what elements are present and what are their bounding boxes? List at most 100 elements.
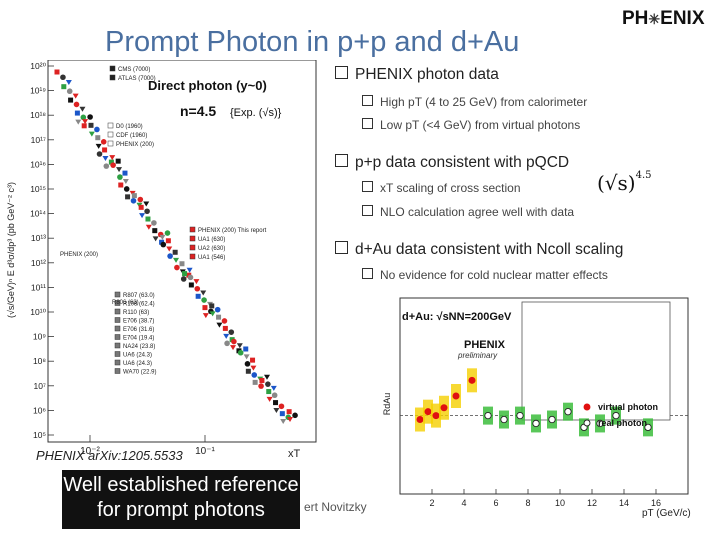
data-point (68, 97, 74, 103)
phenix-side-label: PHENIX (200) (60, 252, 98, 258)
y-tick-label: 10²⁰ (30, 61, 46, 71)
data-point (186, 267, 193, 273)
data-point (250, 365, 257, 371)
data-point (216, 322, 223, 328)
data-point (202, 313, 209, 319)
legend-marker (114, 317, 121, 323)
bullet-1-sub-1-text: High pT (4 to 25 GeV) from calorimeter (380, 95, 588, 109)
bullet-1-sub-2-text: Low pT (<4 GeV) from virtual photons (380, 118, 581, 132)
data-point (137, 196, 144, 203)
bullet-2-sub-1: xT scaling of cross section (362, 181, 521, 195)
bullet-box-icon (362, 95, 373, 106)
legend-label: UA1 (630) (198, 237, 225, 243)
bullet-2-sub-2-text: NLO calculation agree well with data (380, 205, 575, 219)
bullet-2-text: p+p data consistent with pQCD (355, 154, 570, 171)
data-point (145, 216, 151, 222)
y-tick-label: 10¹¹ (31, 282, 46, 292)
rdau-points (415, 368, 653, 437)
rdau-virtual-point (432, 412, 440, 420)
rdau-plot: d+Au: √sNN=200GeV PHENIX preliminary RdA… (372, 296, 692, 520)
legend-marker (114, 308, 121, 315)
data-point (182, 271, 188, 277)
legend-low: R807 (63.0) R108 (62.4) R110 (63) E706 (38.… (114, 291, 156, 376)
rdau-real-point (612, 411, 620, 420)
legend-marker (114, 351, 121, 357)
data-point (65, 80, 72, 86)
data-point (131, 193, 137, 199)
bullet-3: d+Au data consistent with Ncoll scaling (335, 241, 623, 259)
bullet-box-icon (362, 268, 373, 279)
y-tick-label: 10¹⁷ (31, 135, 46, 145)
data-point (279, 411, 285, 417)
y-tick-label: 10⁷ (33, 381, 46, 391)
legend-marker (114, 291, 121, 298)
data-point (258, 383, 264, 389)
rdau-x-tick-label: 2 (429, 498, 434, 508)
data-point (125, 194, 131, 200)
data-point (94, 126, 100, 133)
bullet-1-sub-2: Low pT (<4 GeV) from virtual photons (362, 118, 580, 132)
rdau-real-point (548, 415, 556, 424)
data-point (122, 179, 129, 185)
data-point (259, 377, 265, 383)
x-tick-label: 10⁻¹ (195, 446, 215, 457)
legend-marker (107, 140, 114, 147)
legend-label: UA1 (546) (198, 255, 225, 261)
legend-label: UA2 (630) (198, 246, 225, 252)
data-point (264, 374, 271, 380)
data-point (80, 114, 87, 121)
data-point (102, 147, 108, 153)
rdau-real-point (532, 419, 540, 428)
legend-label: CDF (1960) (116, 133, 147, 139)
data-point (72, 93, 79, 99)
rdau-legend-marker (583, 403, 591, 411)
legend-marker (109, 74, 116, 81)
legend-label: D0 (1960) (116, 124, 143, 130)
data-point (221, 318, 228, 324)
data-point (79, 106, 86, 112)
y-tick-label: 10¹⁵ (30, 184, 46, 194)
data-point (201, 297, 207, 303)
y-tick-label: 10⁹ (33, 332, 46, 342)
data-point (88, 131, 95, 137)
data-point (224, 340, 230, 347)
y-tick-label: 10¹⁴ (30, 209, 46, 219)
bullet-box-icon (335, 154, 348, 167)
legend-label: ATLAS (7000) (118, 76, 156, 82)
data-point (159, 234, 166, 240)
bullet-1-text: PHENIX photon data (355, 66, 499, 83)
data-point (165, 238, 171, 244)
data-point (166, 246, 173, 252)
data-point (130, 197, 137, 204)
data-point (81, 123, 87, 129)
bullet-3-sub-1: No evidence for cold nuclear matter effe… (362, 268, 608, 282)
data-point (193, 279, 200, 285)
formula-exponent: 4.5 (635, 170, 652, 181)
y-tick-label: 10¹⁰ (30, 307, 46, 317)
data-point (216, 314, 222, 320)
legend-label: R108 (62.4) (123, 302, 155, 308)
data-point (273, 407, 280, 413)
legend-label: CMS (7000) (118, 67, 150, 73)
x-tick-label: 10⁻² (80, 446, 100, 457)
rdau-virtual-point (468, 376, 476, 384)
legend-marker (107, 131, 114, 138)
data-point (194, 285, 201, 292)
data-point (73, 101, 80, 108)
data-point (160, 241, 167, 248)
rdau-real-point (500, 415, 508, 424)
data-point (245, 368, 251, 374)
data-point (243, 354, 250, 360)
data-point (152, 228, 158, 234)
rdau-virtual-point (424, 408, 432, 416)
reference-box: Well established reference for prompt ph… (62, 470, 300, 529)
data-point (172, 249, 178, 255)
rdau-real-point (484, 411, 492, 420)
data-point (230, 345, 237, 351)
legend-marker (189, 253, 196, 260)
rdau-real-point (644, 423, 652, 432)
data-point (95, 135, 101, 141)
data-point (187, 274, 194, 281)
data-point (174, 264, 180, 271)
citation: PHENIX arXiv:1205.5533 (36, 448, 183, 463)
